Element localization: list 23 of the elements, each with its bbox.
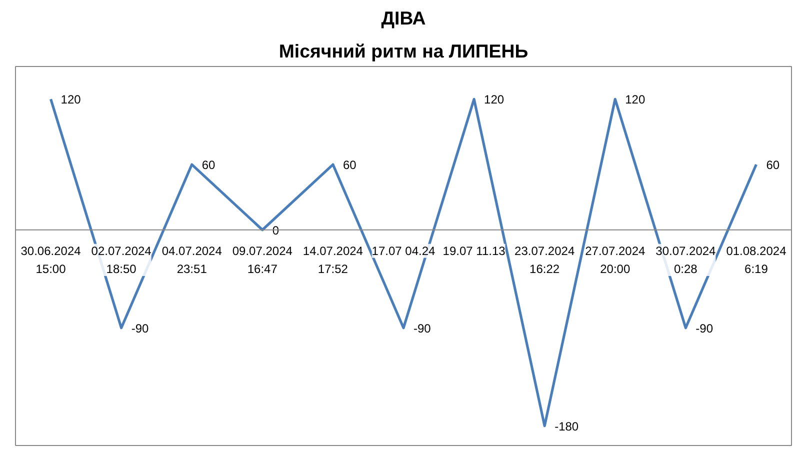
data-label: 60 <box>342 158 357 172</box>
x-tick-label: 27.07.2024 20:00 <box>585 244 646 276</box>
x-tick-label: 30.07.2024 0:28 <box>656 244 716 276</box>
data-label: -90 <box>131 321 149 336</box>
chart-subtitle: Місячний ритм на ЛИПЕНЬ <box>278 40 528 62</box>
x-tick-label: 02.07.2024 18:50 <box>91 244 152 276</box>
data-label: 120 <box>484 92 504 107</box>
data-label: 60 <box>766 158 780 172</box>
x-tick-label: 30.06.2024 15:00 <box>20 244 82 276</box>
data-label: 120 <box>625 92 646 107</box>
data-label: -180 <box>554 419 579 434</box>
data-label: 60 <box>202 158 216 172</box>
x-tick-label: 23.07.2024 16:22 <box>514 244 575 276</box>
x-tick-label: 09.07.2024 16:47 <box>232 244 293 276</box>
x-tick-label: 19.07 11.13 <box>442 244 506 258</box>
data-label: -90 <box>414 321 432 336</box>
data-label: 120 <box>60 92 82 107</box>
x-tick-label: 04.07.2024 23:51 <box>162 244 222 276</box>
chart-title: ДІВА <box>381 8 426 28</box>
data-label: -90 <box>696 321 714 336</box>
x-tick-label: 14.07.2024 17:52 <box>302 244 364 276</box>
x-tick-label: 01.08.2024 6:19 <box>726 244 787 276</box>
x-tick-label: 17.07 04.24 <box>372 244 436 258</box>
